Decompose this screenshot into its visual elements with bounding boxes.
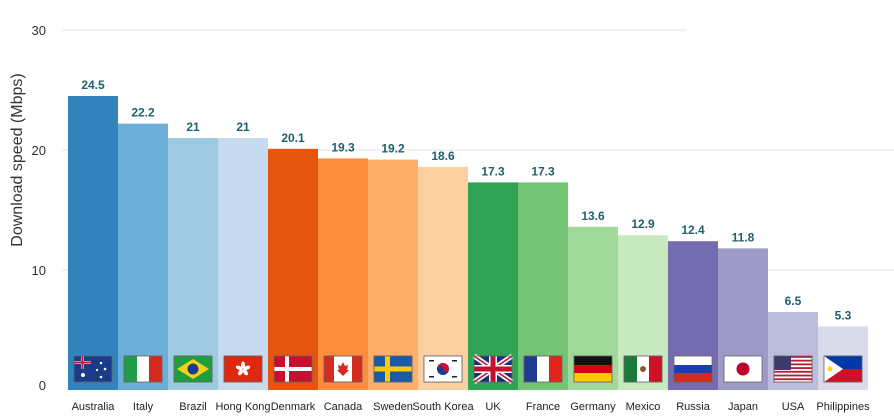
bar: [268, 148, 318, 390]
y-tick-label: 20: [32, 143, 46, 158]
south-korea-flag-icon: [423, 355, 463, 383]
category-label: UK: [485, 401, 501, 413]
category-label: Brazil: [179, 401, 207, 413]
hong-kong-flag-icon: [223, 355, 263, 383]
category-label: Germany: [570, 401, 616, 413]
category-label: South Korea: [412, 401, 474, 413]
brazil-flag-icon: [173, 355, 213, 383]
y-axis-ticks: 0 10 20 30: [32, 23, 46, 393]
value-label: 19.2: [381, 142, 405, 156]
value-label: 24.5: [81, 78, 105, 92]
category-label: Canada: [324, 401, 363, 413]
bar: [518, 182, 568, 390]
italy-flag-icon: [123, 355, 163, 383]
russia-flag-icon: [673, 355, 713, 383]
value-label: 19.3: [331, 140, 355, 154]
value-label: 21: [186, 120, 200, 134]
category-label: Denmark: [271, 401, 316, 413]
category-label: France: [526, 401, 560, 413]
category-label: Sweden: [373, 401, 413, 413]
category-labels: Australia Italy Brazil Hong Kong Denmark Cana…: [72, 401, 870, 413]
y-axis-title: Download speed (Mbps): [9, 73, 26, 246]
bar: [118, 123, 168, 390]
germany-flag-icon: [573, 355, 613, 383]
philippines-flag-icon: [823, 355, 863, 383]
value-label: 17.3: [531, 164, 555, 178]
value-label: 21: [236, 120, 250, 134]
bar: [218, 138, 268, 390]
category-label: Australia: [72, 401, 116, 413]
japan-flag-icon: [723, 355, 763, 383]
value-label: 12.4: [681, 223, 705, 237]
usa-flag-icon: [773, 355, 813, 383]
category-label: Russia: [676, 401, 711, 413]
value-label: 6.5: [785, 294, 802, 308]
sweden-flag-icon: [373, 355, 413, 383]
category-label: Japan: [728, 401, 758, 413]
value-label: 5.3: [835, 308, 852, 322]
denmark-flag-icon: [273, 355, 313, 383]
australia-flag-icon: [73, 355, 113, 383]
value-label: 11.8: [732, 230, 755, 244]
bar: [368, 159, 418, 390]
category-label: Hong Kong: [215, 401, 270, 413]
value-labels: 24.5 22.2 21 21 20.1 19.3 19.2 18.6 17.3 17.3 13.6…: [81, 78, 851, 322]
y-tick-label: 10: [32, 263, 46, 278]
category-label: USA: [782, 401, 805, 413]
value-label: 17.3: [481, 164, 505, 178]
canada-flag-icon: [323, 355, 363, 383]
value-label: 22.2: [131, 106, 155, 120]
bar: [318, 158, 368, 390]
value-label: 13.6: [581, 209, 605, 223]
category-label: Philippines: [816, 401, 870, 413]
value-label: 12.9: [631, 217, 655, 231]
france-flag-icon: [523, 355, 563, 383]
bar: [68, 96, 118, 390]
bar: [168, 138, 218, 390]
y-tick-label: 30: [32, 23, 46, 38]
value-label: 18.6: [431, 149, 455, 163]
y-tick-label: 0: [39, 378, 46, 393]
mexico-flag-icon: [623, 355, 663, 383]
uk-flag-icon: [472, 353, 514, 385]
bar: [418, 166, 468, 390]
value-label: 20.1: [281, 131, 305, 145]
flags: [73, 353, 863, 385]
category-label: Italy: [133, 401, 154, 413]
category-label: Mexico: [626, 401, 661, 413]
